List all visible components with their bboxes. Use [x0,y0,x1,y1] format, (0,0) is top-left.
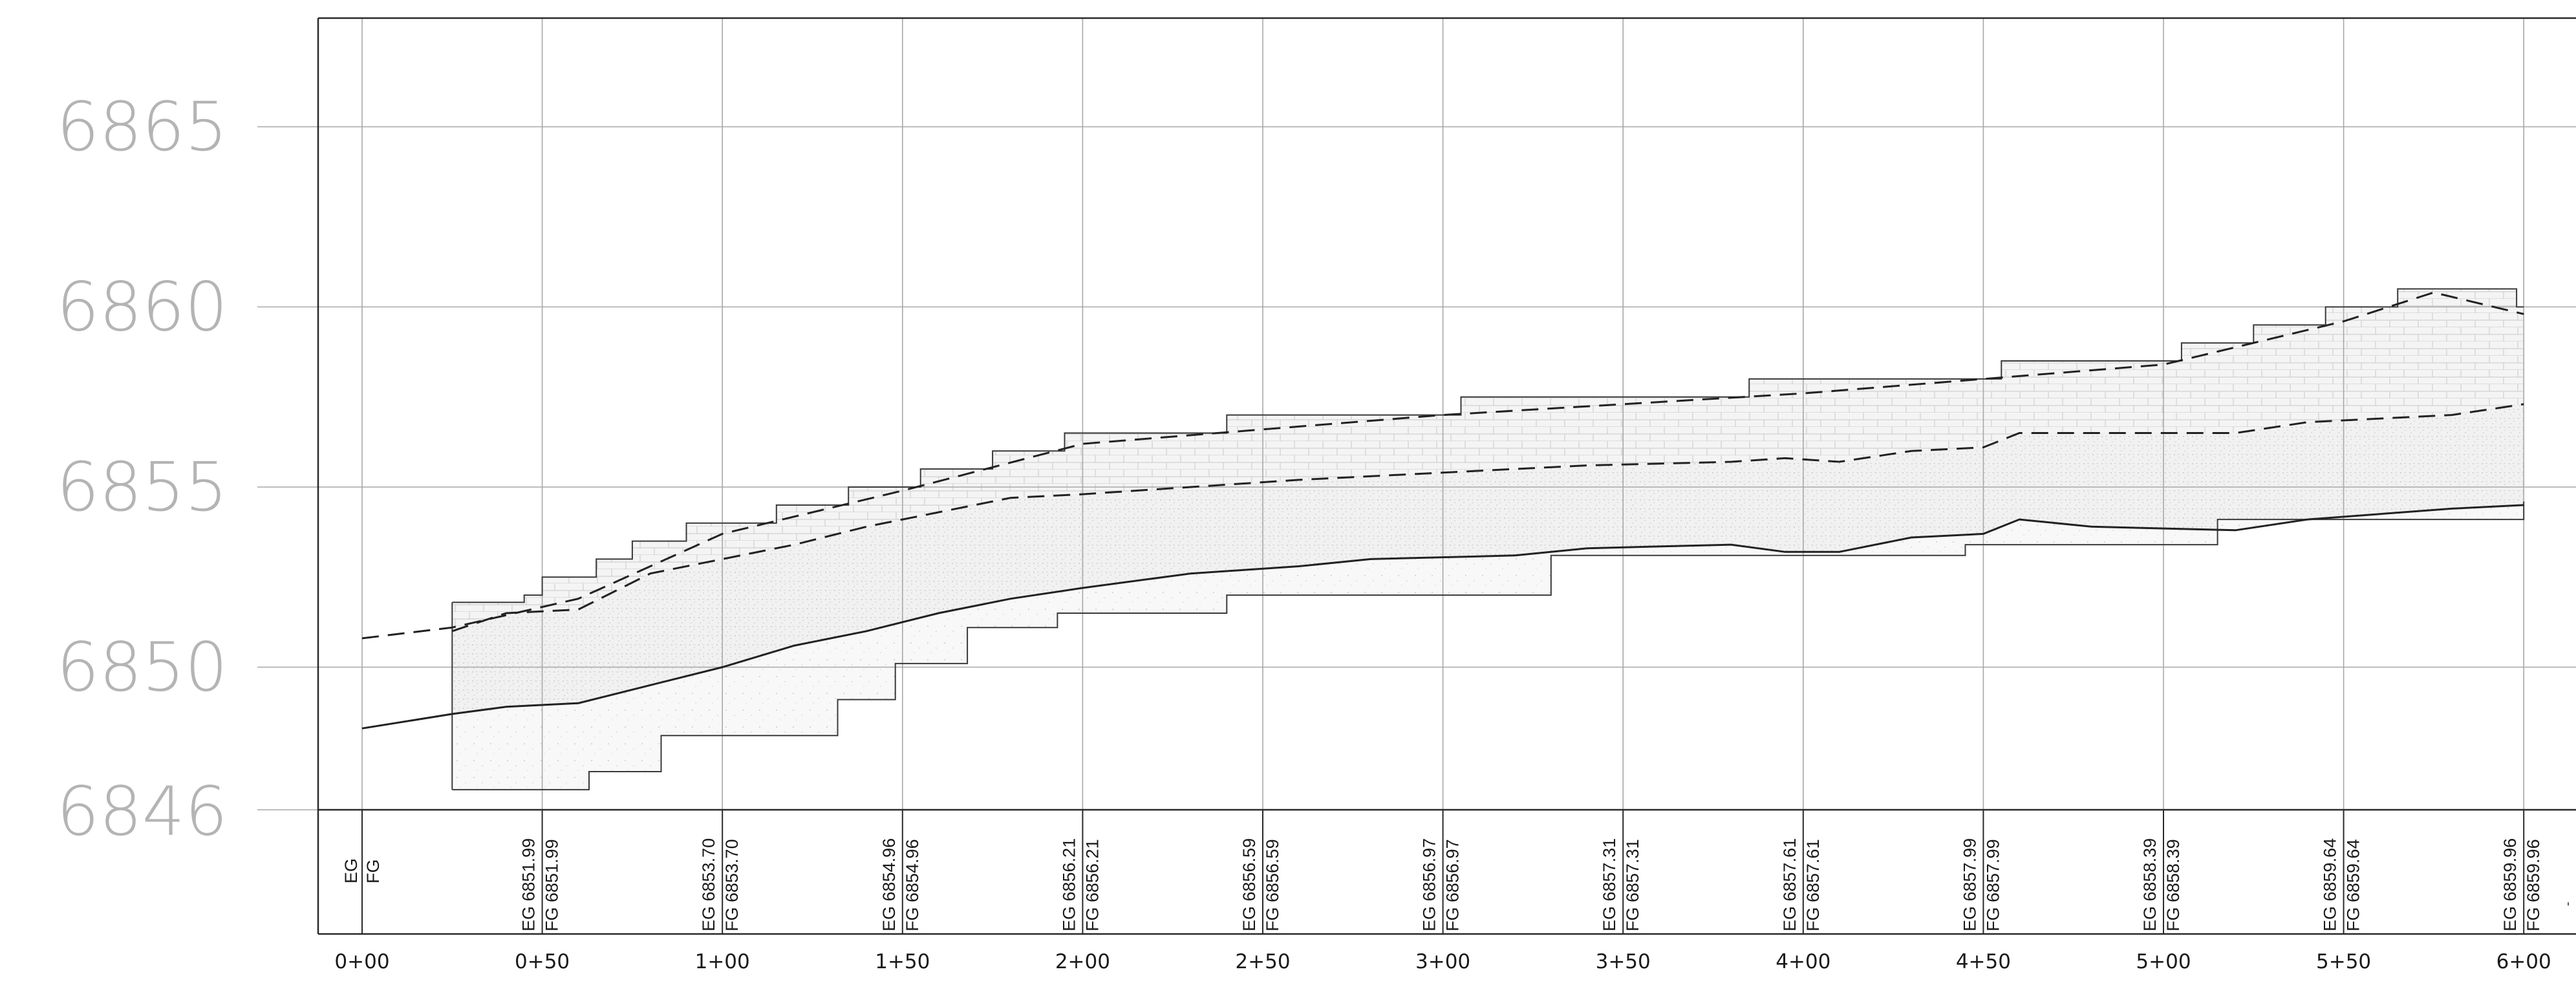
eg-reading: EG 6853.70 [699,838,718,931]
fg-reading: FG 6856.97 [1443,839,1463,931]
station-label: 1+00 [695,950,750,973]
eg-reading: EG 6856.59 [1240,838,1259,931]
fg-reading: FG 6854.96 [903,839,922,931]
fg-reading: FG 6859.96 [2524,839,2543,931]
fill-upper-band [452,288,2524,631]
station-axis: 0+00 0+50 1+00 1+50 2+00 2+50 3+00 3+50 4+00 4+50… [334,950,2551,973]
eg-reading: EG 6859.64 [2321,838,2340,931]
elevation-label: 6865 [56,87,228,166]
eg-reading: EG 6859.96 [2500,838,2520,931]
elevation-label: 6846 [56,772,228,851]
station-label: 5+00 [2136,950,2191,973]
frame-layer [317,17,2576,935]
elevation-label: 6855 [56,448,228,526]
data-band: EG FG EG 6851.99 FG 6851.99 EG 6853.70 FG 685… [341,810,2543,934]
eg-reading: EG 6856.97 [1420,838,1439,931]
fg-reading: FG 6857.99 [1983,839,2002,931]
fg-reading: FG 6857.31 [1623,839,1642,931]
station-label: 6+00 [2496,950,2551,973]
excavation-bottom-outline [452,501,2525,790]
grid-layer [257,18,2576,810]
fg-reading: FG 6853.70 [722,839,742,931]
elevation-label: 6860 [56,268,228,347]
dashed-profile-line-1 [361,291,2524,640]
fg-reading: FG 6858.39 [2163,839,2183,931]
eg-reading: EG 6851.99 [519,838,539,931]
elevation-axis: 6865 6860 6855 6850 6846 [56,87,228,851]
station-label: 4+50 [1956,950,2011,973]
eg-reading: EG 6856.21 [1059,838,1079,931]
soil-fill-layer [452,288,2524,790]
row-header-eg: EG [341,858,361,884]
station-label: 3+50 [1596,950,1651,973]
station-label: 2+00 [1055,950,1110,973]
row-header-fg: FG [363,860,383,884]
eg-reading: EG 6857.99 [1960,838,1979,931]
station-label: 0+50 [515,950,570,973]
fg-reading: FG 6856.21 [1082,839,1102,931]
excavation-top-outline [452,288,2524,603]
eg-reading: EG 6857.61 [1780,838,1799,931]
station-label: 0+00 [334,950,389,973]
existing-ground-line [361,504,2524,730]
station-label: 4+00 [1776,950,1830,973]
station-label: 1+50 [875,950,930,973]
eg-reading: EG 6857.31 [1600,838,1619,931]
fg-reading: FG 6856.59 [1263,839,1282,931]
fill-middle-band [452,404,2524,714]
station-label: 2+50 [1235,950,1290,973]
excavation-limit-layer [451,288,2525,790]
profile-lines-layer [361,291,2524,730]
eg-reading: EG 6854.96 [879,838,899,931]
elevation-label: 6850 [56,628,228,707]
fg-reading: FG 6851.99 [542,839,562,931]
fill-lower-band [452,501,2524,790]
eg-reading: EG 6858.39 [2140,838,2160,931]
station-label: 5+50 [2316,950,2371,973]
fg-reading: FG 6859.64 [2344,839,2363,931]
fg-reading: FG 6857.61 [1803,839,1823,931]
station-label: 3+00 [1415,950,1470,973]
dashed-profile-line-2 [451,403,2524,633]
